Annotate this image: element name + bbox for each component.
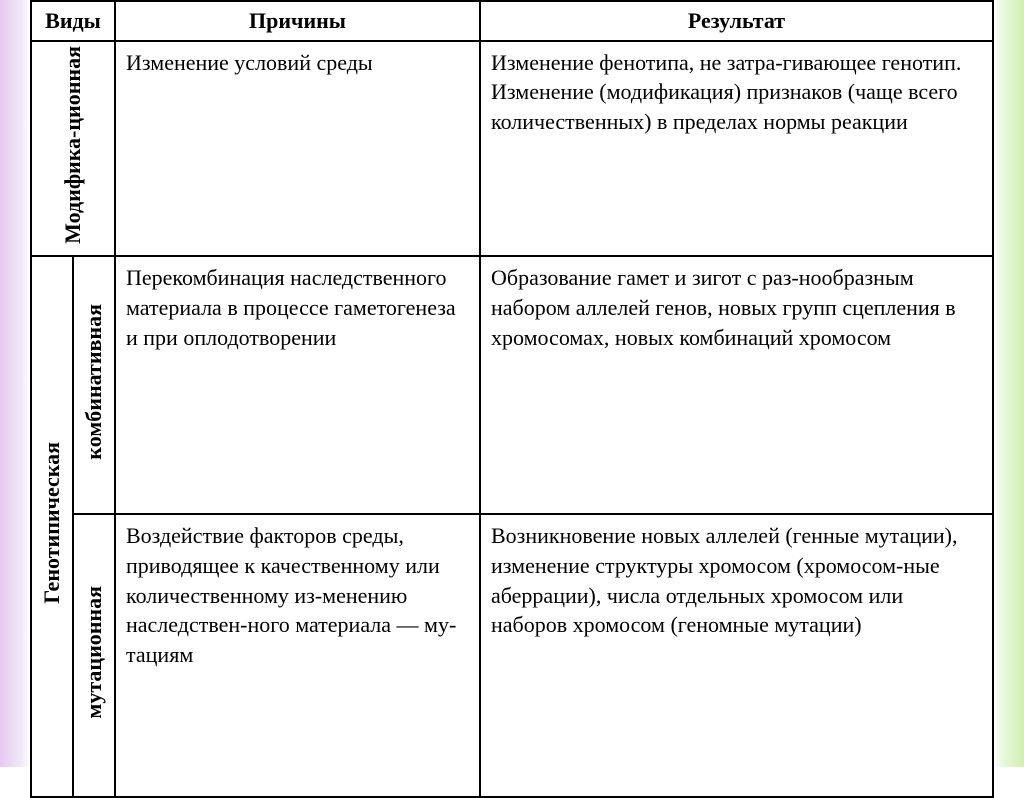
result-cell: Изменение фенотипа, не затра-гивающее ге… <box>480 41 993 257</box>
header-types: Виды <box>31 1 115 41</box>
table-row: мутационная Воздействие факторов среды, … <box>31 514 993 797</box>
type-combinative: комбинативная <box>73 256 115 514</box>
header-row: Виды Причины Результат <box>31 1 993 41</box>
cause-cell: Воздействие факторов среды, приводящее к… <box>115 514 480 797</box>
page-container: Виды Причины Результат Модифика-ционная … <box>0 0 1024 767</box>
type-combinative-label: комбинативная <box>79 304 109 460</box>
header-result: Результат <box>480 1 993 41</box>
table-row: Генотипическая комбинативная Перекомбина… <box>31 256 993 514</box>
header-causes: Причины <box>115 1 480 41</box>
type-mutational-label: мутационная <box>79 586 109 719</box>
result-cell: Возникновение новых аллелей (генные мута… <box>480 514 993 797</box>
variability-table: Виды Причины Результат Модифика-ционная … <box>30 0 994 798</box>
type-modification-label: Модифика-ционная <box>58 46 88 244</box>
type-genotypic: Генотипическая <box>31 256 73 797</box>
cause-cell: Изменение условий среды <box>115 41 480 257</box>
type-mutational: мутационная <box>73 514 115 797</box>
result-cell: Образование гамет и зигот с раз-нообразн… <box>480 256 993 514</box>
type-genotypic-label: Генотипическая <box>37 442 67 604</box>
table-row: Модифика-ционная Изменение условий среды… <box>31 41 993 257</box>
cause-cell: Перекомбинация наследственного материала… <box>115 256 480 514</box>
type-modification: Модифика-ционная <box>31 41 115 257</box>
